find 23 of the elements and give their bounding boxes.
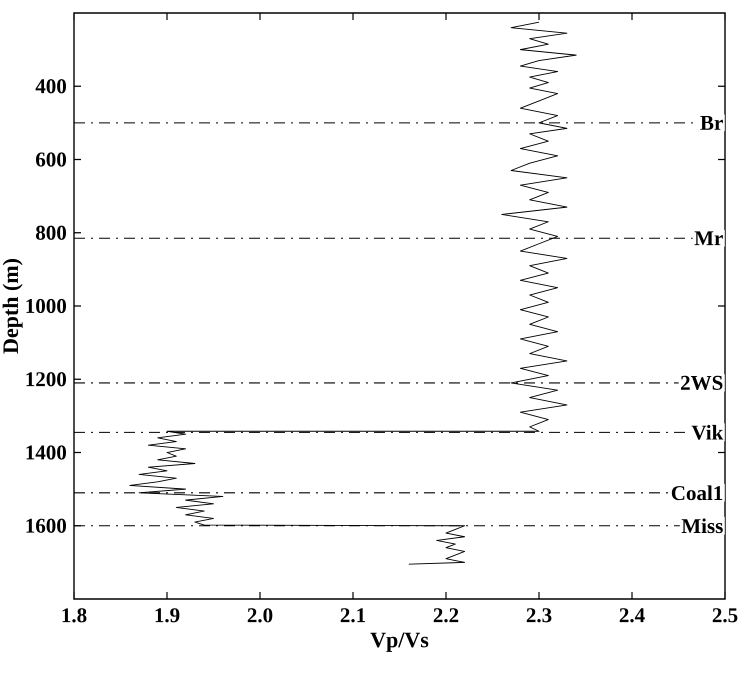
- y-tick-label: 1200: [26, 372, 66, 386]
- y-tick-label: 1000: [26, 298, 66, 314]
- y-tick-label: 400: [36, 79, 66, 94]
- x-tick-label: 2.2: [434, 608, 458, 622]
- y-tick-label: 1400: [26, 445, 66, 460]
- x-tick-label: 2.5: [712, 608, 738, 622]
- x-tick-label: 2.3: [526, 608, 552, 622]
- x-tick-label: 2.1: [340, 608, 366, 622]
- ref-line-label: Miss: [682, 518, 723, 534]
- y-axis-title: Depth (m): [2, 259, 23, 354]
- x-axis-title: Vp/Vs: [370, 632, 428, 652]
- y-tick-label: 800: [36, 226, 66, 240]
- ref-line-label: Vik: [692, 424, 724, 440]
- x-tick-label: 2.4: [620, 608, 645, 622]
- x-tick-label: 1.8: [62, 608, 86, 622]
- ref-line-label: Br: [700, 116, 723, 130]
- y-tick-label: 1600: [26, 518, 66, 533]
- x-tick-label: 2.0: [248, 608, 272, 622]
- ref-line-label: 2WS: [681, 376, 722, 390]
- ref-line-label: Mr: [694, 231, 723, 246]
- ref-line-label: Coal1: [672, 485, 722, 500]
- y-tick-label: 600: [36, 152, 66, 167]
- x-tick-label: 1.9: [156, 608, 180, 622]
